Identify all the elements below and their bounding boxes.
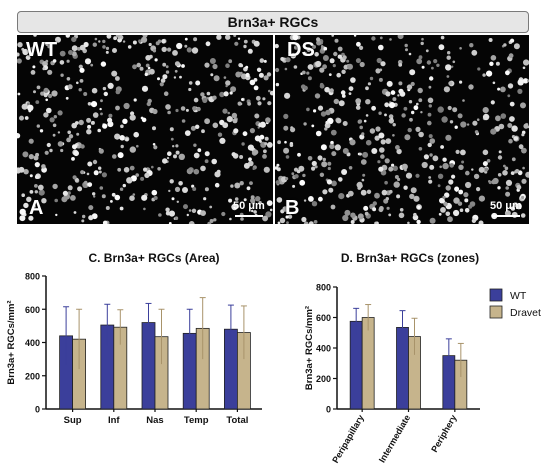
cell-field-wt (17, 35, 273, 224)
y-tick-label: 200 (316, 374, 331, 384)
micrograph-panel-wt: WT A 50 μm (17, 35, 273, 224)
figure-header: Brn3a+ RGCs (17, 11, 529, 33)
y-tick-label: 600 (25, 305, 40, 315)
legend-swatch-wt (489, 288, 503, 302)
x-tick-label: Periphery (429, 413, 458, 454)
x-tick-label: Peripapillary (330, 413, 366, 465)
panel-a-scale-label: 50 μm (233, 200, 265, 212)
chart-c: C. Brn3a+ RGCs (Area) 0 200 400 600 800 Brn3a+… (6, 251, 262, 426)
x-tick-label: Nas (146, 415, 163, 426)
micrograph-panel-ds: DS B 50 μm (275, 35, 529, 224)
bar-wt (349, 320, 363, 410)
y-axis-label: Brn3a+ RGCs/mm² (304, 306, 315, 390)
y-tick-label: 800 (316, 283, 331, 293)
figure-header-title: Brn3a+ RGCs (227, 14, 319, 30)
x-tick-label: Intermediate (377, 413, 412, 464)
y-axis-label: Brn3a+ RGCs/mm² (6, 300, 17, 384)
bar-dravet (361, 317, 375, 410)
panel-b-scale-bar (492, 215, 520, 217)
panel-b-genotype: DS (287, 39, 315, 61)
legend-swatch-dravet (489, 305, 503, 319)
panel-b-scale-label: 50 μm (490, 200, 522, 212)
y-tick-label: 400 (25, 338, 40, 348)
panel-a-letter: A (29, 197, 44, 219)
y-tick-label: 600 (316, 313, 331, 323)
panel-a-scale-bar (235, 215, 263, 217)
panel-a-genotype: WT (26, 39, 58, 61)
chart-title: D. Brn3a+ RGCs (zones) (341, 251, 479, 265)
x-tick-label: Inf (108, 415, 120, 426)
y-tick-label: 0 (326, 405, 331, 415)
chart-title: C. Brn3a+ RGCs (Area) (88, 251, 219, 265)
y-tick-label: 800 (25, 272, 40, 282)
panel-b-letter: B (285, 197, 300, 219)
x-tick-label: Temp (184, 415, 209, 426)
legend-label-dravet: Dravet (510, 307, 541, 319)
legend-label-wt: WT (510, 290, 527, 302)
y-tick-label: 400 (316, 344, 331, 354)
x-tick-label: Total (226, 415, 248, 426)
chart-d: D. Brn3a+ RGCs (zones) 0 200 400 600 800 Brn3a… (304, 251, 541, 465)
x-tick-label: Sup (64, 415, 82, 426)
cell-field-ds (275, 35, 529, 224)
y-tick-label: 0 (35, 405, 40, 415)
y-tick-label: 200 (25, 371, 40, 381)
